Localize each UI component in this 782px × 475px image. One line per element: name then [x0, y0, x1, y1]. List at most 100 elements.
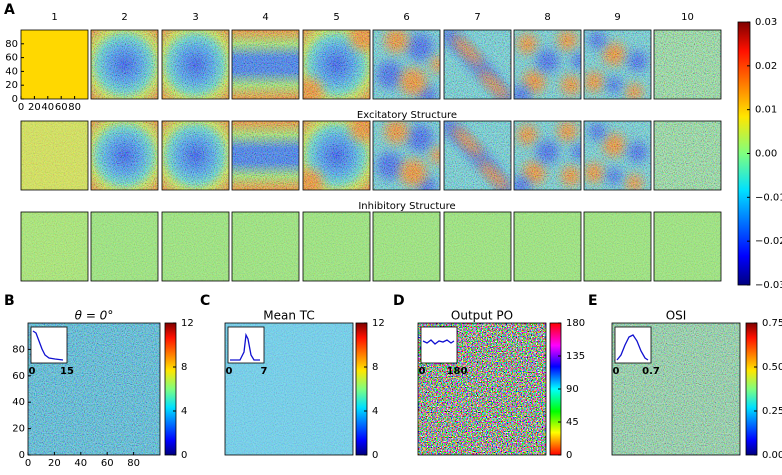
heatmap-noise: [654, 30, 721, 99]
heatmap: [21, 30, 88, 99]
inset: [227, 326, 265, 364]
heatmap: [584, 30, 651, 99]
frame: [372, 120, 441, 191]
row-title: Inhibitory Structure: [358, 201, 455, 212]
heatmap-noise: [91, 212, 158, 281]
colorbar-tick-label: 0.01: [755, 105, 777, 116]
colorbar-tick-label: 0: [181, 450, 187, 461]
heatmap: [373, 30, 440, 99]
y-tick-label: 40: [12, 397, 25, 408]
colorbar-tick-label: 0: [566, 450, 572, 461]
heatmap: [514, 212, 581, 281]
frame: [161, 29, 230, 100]
heatmap-noise: [162, 121, 229, 190]
inset-curve: [230, 332, 260, 361]
heatmap-noise: [584, 30, 651, 99]
heatmap: [162, 212, 229, 281]
y-tick-label: 40: [5, 66, 18, 77]
inset-label: 0.7: [642, 366, 660, 377]
heatmap: [584, 121, 651, 190]
frame: [653, 211, 722, 282]
panel-title: Mean TC: [263, 309, 315, 323]
panel-title: Output PO: [451, 309, 513, 323]
y-tick-label: 20: [12, 424, 25, 435]
frame: [443, 211, 512, 282]
heatmap: [232, 121, 299, 190]
heatmap: [162, 30, 229, 99]
heatmap: [303, 121, 370, 190]
heatmap-noise: [232, 121, 299, 190]
colorbar-tick-label: 0.50: [762, 362, 782, 373]
frame: [611, 322, 741, 456]
frame: [443, 120, 512, 191]
frame: [583, 211, 652, 282]
column-label: 5: [333, 12, 339, 23]
panel-label: C: [200, 293, 210, 309]
column-label: 4: [262, 12, 268, 23]
x-tick-label: 40: [74, 458, 87, 469]
panel-label: A: [4, 2, 15, 18]
panel-title: θ = 0°: [75, 309, 114, 323]
heatmap: [232, 30, 299, 99]
frame: [513, 29, 582, 100]
heatmap-noise: [654, 121, 721, 190]
y-tick-label: 0: [12, 94, 18, 105]
colorbar-tick-label: 4: [372, 406, 378, 417]
colorbar: [745, 322, 758, 456]
frame: [20, 120, 89, 191]
inset-label: 15: [60, 366, 74, 377]
x-tick-label: 0: [18, 102, 24, 113]
heatmap: [91, 212, 158, 281]
heatmap-noise: [232, 30, 299, 99]
colorbar-tick-label: 0.00: [762, 450, 782, 461]
heatmap: [654, 212, 721, 281]
y-tick-label: 0: [19, 450, 25, 461]
heatmap: [21, 212, 88, 281]
column-label: 3: [192, 12, 198, 23]
heatmap-noise: [514, 212, 581, 281]
x-tick-label: 80: [127, 458, 140, 469]
frame: [224, 322, 354, 456]
frame: [161, 120, 230, 191]
heatmap: [91, 121, 158, 190]
colorbar-tick-label: 4: [181, 406, 187, 417]
heatmap-noise: [514, 121, 581, 190]
heatmap: [444, 30, 511, 99]
column-label: 8: [544, 12, 550, 23]
frame: [302, 29, 371, 100]
inset-curve: [422, 339, 455, 345]
heatmap-noise: [373, 121, 440, 190]
colorbar-tick-label: 8: [181, 362, 187, 373]
panel-label: B: [4, 293, 15, 309]
heatmap-noise: [21, 121, 88, 190]
inset: [420, 326, 458, 364]
row-title: Excitatory Structure: [357, 110, 457, 121]
inset-label: 0: [419, 366, 426, 377]
frame: [27, 322, 161, 456]
colorbar-tick-label: 90: [566, 384, 579, 395]
heatmap: [654, 121, 721, 190]
heatmap-noise: [91, 121, 158, 190]
heatmap-noise: [444, 212, 511, 281]
frame: [231, 120, 300, 191]
colorbar-tick-label: 0.02: [755, 61, 777, 72]
colorbar-tick-label: 12: [181, 318, 194, 329]
colorbar-tick-label: 135: [566, 351, 585, 362]
column-label: 10: [681, 12, 694, 23]
y-tick-label: 80: [12, 344, 25, 355]
x-tick-label: 40: [41, 102, 54, 113]
heatmap-noise: [91, 30, 158, 99]
inset-label: 0: [226, 366, 233, 377]
x-tick-label: 0: [25, 458, 31, 469]
frame: [302, 211, 371, 282]
panel-title: OSI: [666, 309, 687, 323]
heatmap: [373, 121, 440, 190]
colorbar: [164, 322, 177, 456]
colorbar-tick-label: 180: [566, 318, 585, 329]
heatmap: [514, 30, 581, 99]
frame: [20, 211, 89, 282]
inset-label: 0: [29, 366, 36, 377]
heatmap: [514, 121, 581, 190]
frame: [372, 211, 441, 282]
